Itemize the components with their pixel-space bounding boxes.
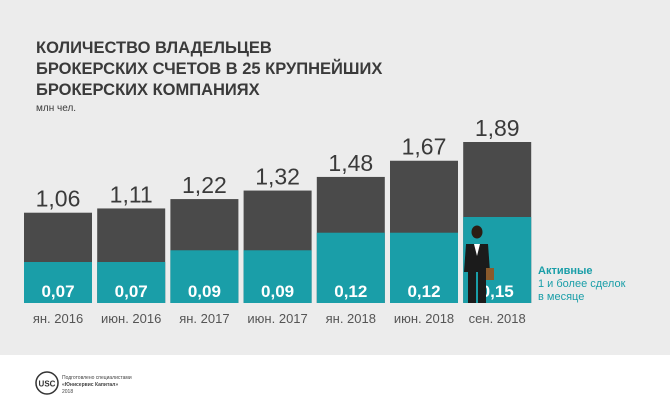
- bar-active: [97, 262, 166, 303]
- person-leg-right: [478, 271, 486, 303]
- active-value-label: 0,09: [261, 282, 294, 301]
- category-label: июн. 2018: [394, 311, 454, 326]
- category-label: июн. 2017: [247, 311, 307, 326]
- bar-active: [24, 262, 92, 303]
- total-value-label: 1,11: [110, 181, 153, 207]
- active-value-label: 0,15: [481, 282, 514, 301]
- legend-title: Активные: [538, 265, 593, 277]
- active-value-label: 0,07: [115, 282, 148, 301]
- total-value-label: 1,22: [182, 172, 227, 198]
- total-value-label: 1,32: [255, 164, 300, 190]
- active-value-label: 0,12: [407, 282, 440, 301]
- bar-active: [316, 232, 385, 303]
- chart-title-line-2: БРОКЕРСКИХ СЧЕТОВ В 25 КРУПНЕЙШИХ: [36, 59, 382, 78]
- person-bag: [486, 268, 494, 280]
- person-shirt: [474, 244, 480, 256]
- footer-line-3: 2018: [62, 389, 73, 395]
- chart-title-line-1: КОЛИЧЕСТВО ВЛАДЕЛЬЦЕВ: [36, 39, 272, 57]
- bar-active: [243, 250, 312, 303]
- logo-ring: [35, 371, 59, 395]
- person-jacket: [464, 244, 490, 272]
- category-label: июн. 2016: [101, 311, 161, 326]
- person-head: [471, 225, 483, 239]
- category-label: сен. 2018: [469, 311, 526, 326]
- category-label: ян. 2017: [179, 311, 229, 326]
- legend-line-1: 1 и более сделок: [538, 278, 626, 290]
- legend-line-2: в месяце: [538, 291, 584, 303]
- chart-unit-label: млн чел.: [36, 103, 76, 114]
- total-value-label: 1,89: [475, 115, 520, 141]
- total-value-label: 1,67: [402, 134, 447, 160]
- category-label: ян. 2016: [33, 311, 83, 326]
- active-value-label: 0,09: [188, 282, 221, 301]
- businessman-figure: [464, 225, 494, 303]
- footer-logo: USC: [35, 371, 59, 395]
- active-value-label: 0,12: [334, 282, 367, 301]
- bar-active: [170, 250, 239, 303]
- logo-mark: USC: [39, 380, 56, 389]
- footer-line-2: «Юнисервис Капитал»: [62, 382, 118, 388]
- footer-line-1: Подготовлено специалистами: [62, 375, 132, 381]
- footer-background: [0, 355, 670, 413]
- person-leg-left: [468, 271, 476, 303]
- chart-title-line-3: БРОКЕРСКИХ КОМПАНИЯХ: [36, 81, 260, 99]
- bar-active: [390, 232, 458, 303]
- total-value-label: 1,48: [328, 150, 373, 176]
- total-value-label: 1,06: [36, 186, 81, 212]
- category-label: ян. 2018: [326, 311, 376, 326]
- active-value-label: 0,07: [41, 282, 74, 301]
